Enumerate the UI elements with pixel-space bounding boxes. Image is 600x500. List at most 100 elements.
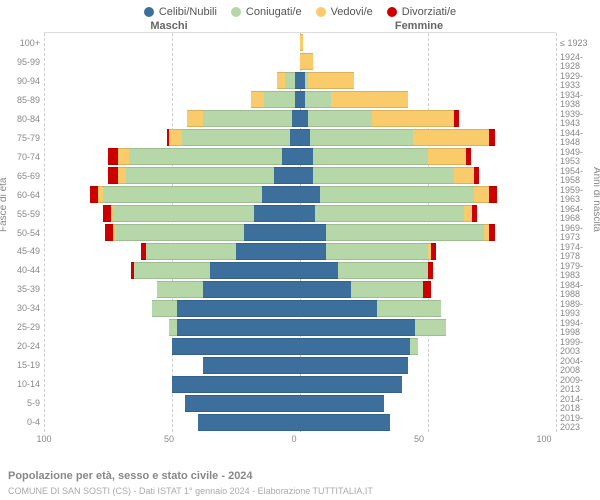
bar-male [44,242,300,261]
seg [103,205,111,222]
x-tick: 50 [414,434,424,444]
seg [134,262,211,279]
bar-female [300,394,556,413]
bar-row [44,261,556,280]
bar-male [44,394,300,413]
birth-label: 2009-2013 [560,375,600,394]
bar-female [300,109,556,128]
seg [472,205,477,222]
seg [474,186,489,203]
seg [338,262,428,279]
bar-male [44,356,300,375]
age-label: 15-19 [0,356,40,375]
seg [326,224,485,241]
age-label: 90-94 [0,72,40,91]
bar-female [300,413,556,432]
bar-male [44,109,300,128]
seg [274,167,300,184]
seg [410,338,418,355]
seg [351,281,423,298]
seg [251,91,264,108]
seg [428,148,466,165]
x-tick: 0 [291,434,296,444]
legend-item: Celibi/Nubili [144,6,217,18]
birth-label: 2014-2018 [560,394,600,413]
seg [169,129,182,146]
seg [300,357,408,374]
seg [331,91,408,108]
bar-female [300,128,556,147]
chart-source: COMUNE DI SAN SOSTI (CS) - Dati ISTAT 1°… [8,486,373,496]
age-label: 70-74 [0,148,40,167]
seg [300,53,313,70]
bar-row [44,166,556,185]
age-label: 95-99 [0,53,40,72]
seg [300,167,313,184]
bar-male [44,280,300,299]
birth-label: 1939-1943 [560,110,600,129]
bar-male [44,147,300,166]
bar-female [300,204,556,223]
seg [300,281,351,298]
age-label: 80-84 [0,110,40,129]
seg [129,148,283,165]
legend-dot-icon [387,7,397,17]
seg [489,129,494,146]
bar-row [44,356,556,375]
age-label: 75-79 [0,129,40,148]
bar-row [44,71,556,90]
legend-label: Coniugati/e [246,6,302,18]
bar-male [44,261,300,280]
bar-female [300,318,556,337]
seg [290,129,300,146]
seg [182,129,290,146]
seg [277,72,285,89]
bar-row [44,280,556,299]
bar-row [44,90,556,109]
seg [300,376,402,393]
seg [203,110,293,127]
bar-female [300,261,556,280]
chart-area: Fasce di età 100+95-9990-9485-8980-8475-… [0,32,600,432]
seg [300,110,308,127]
header-female: Femmine [294,20,544,32]
seg [466,148,471,165]
birth-label: 1944-1948 [560,129,600,148]
chart-container: Celibi/NubiliConiugati/eVedovi/eDivorzia… [0,0,600,500]
seg [300,224,326,241]
bar-row [44,413,556,432]
x-axis: 10050050100 [0,434,600,446]
seg [310,129,412,146]
bar-row [44,33,556,52]
age-label: 35-39 [0,280,40,299]
age-label: 40-44 [0,261,40,280]
bar-row [44,375,556,394]
age-label: 20-24 [0,337,40,356]
seg [172,338,300,355]
bar-male [44,318,300,337]
seg [116,224,244,241]
seg [203,281,300,298]
chart-title: Popolazione per età, sesso e stato civil… [8,470,253,482]
bar-male [44,204,300,223]
birth-label: 1949-1953 [560,148,600,167]
age-label: 5-9 [0,394,40,413]
seg [326,243,428,260]
seg [300,243,326,260]
seg [464,205,472,222]
legend-item: Coniugati/e [231,6,302,18]
age-label: 10-14 [0,375,40,394]
bar-male [44,71,300,90]
seg [185,395,300,412]
birth-labels: ≤ 19231924-19281929-19331934-19381939-19… [556,32,600,432]
legend-item: Divorziati/e [387,6,456,18]
seg [300,186,320,203]
bar-row [44,52,556,71]
bar-male [44,52,300,71]
bar-row [44,109,556,128]
x-axis-plot: 10050050100 [44,434,544,446]
birth-label: 1989-1993 [560,299,600,318]
bar-row [44,128,556,147]
seg [157,281,203,298]
age-label: 100+ [0,34,40,53]
